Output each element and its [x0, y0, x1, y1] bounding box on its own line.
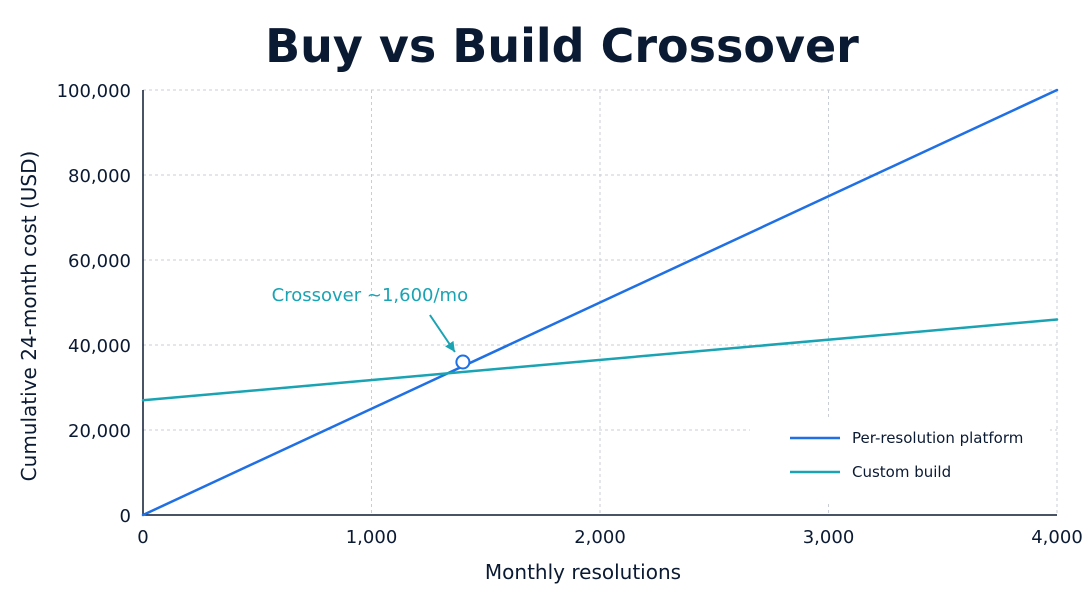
- y-tick-label: 0: [120, 506, 131, 527]
- axes: [142, 90, 1057, 516]
- y-tick-label: 40,000: [68, 336, 131, 357]
- y-axis-label: Cumulative 24-month cost (USD): [17, 151, 41, 482]
- y-tick-label: 60,000: [68, 251, 131, 272]
- y-tick-label: 80,000: [68, 166, 131, 187]
- legend-label: Per-resolution platform: [852, 429, 1023, 447]
- legend-label: Custom build: [852, 463, 951, 481]
- x-tick-label: 4,000: [1031, 527, 1083, 548]
- legend: Per-resolution platform Custom build: [750, 418, 1050, 502]
- y-tick-label: 100,000: [57, 81, 131, 102]
- chart-title: Buy vs Build Crossover: [265, 19, 859, 73]
- crossover-point-marker: [455, 354, 471, 370]
- y-tick-label: 20,000: [68, 421, 131, 442]
- x-tick-label: 0: [137, 527, 148, 548]
- series-lines: [141, 88, 1059, 517]
- crossover-annotation-label: Crossover ~1,600/mo: [272, 285, 468, 306]
- x-tick-label: 3,000: [803, 527, 855, 548]
- crossover-arrow-head: [445, 340, 455, 352]
- series-line-custom-build: [141, 318, 1059, 402]
- tick-labels: 0 20,000 40,000 60,000 80,000 100,000 0 1,000 2,…: [57, 81, 1083, 548]
- x-tick-label: 1,000: [346, 527, 398, 548]
- legend-box: [750, 418, 1050, 502]
- x-axis-label: Monthly resolutions: [485, 560, 681, 584]
- x-tick-label: 2,000: [574, 527, 626, 548]
- annotation-group: Crossover ~1,600/mo: [272, 285, 471, 370]
- series-line-platform: [141, 88, 1059, 517]
